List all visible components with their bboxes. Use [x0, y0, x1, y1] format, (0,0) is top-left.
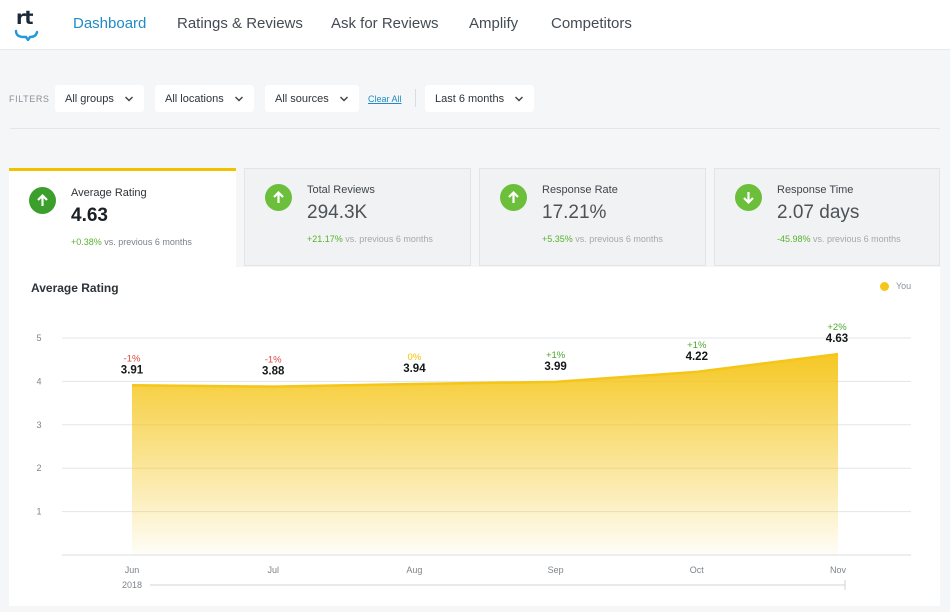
x-year-label: 2018	[122, 580, 142, 590]
kpi-card-average-rating[interactable]: Average Rating 4.63 +0.38% vs. previous …	[9, 168, 236, 267]
point-delta-label: +1%	[546, 350, 566, 361]
y-tick-label: 2	[36, 463, 41, 473]
y-tick-label: 1	[36, 507, 41, 517]
legend-label: You	[896, 281, 912, 291]
point-delta-label: -1%	[124, 353, 141, 364]
sources-dropdown[interactable]: All sources	[265, 85, 359, 112]
chevron-down-icon	[515, 96, 524, 101]
arrow-up-icon	[500, 184, 527, 211]
point-delta-label: -1%	[265, 355, 282, 366]
groups-dropdown[interactable]: All groups	[55, 85, 144, 112]
x-tick-label: Sep	[548, 565, 564, 575]
legend-swatch	[880, 281, 889, 291]
x-tick-label: Jun	[125, 565, 140, 575]
kpi-delta-suffix: vs. previous 6 months	[345, 234, 433, 244]
kpi-delta-pct: +5.35%	[542, 234, 573, 244]
chevron-down-icon	[339, 96, 348, 101]
x-tick-label: Nov	[830, 565, 847, 575]
kpi-delta: +21.17% vs. previous 6 months	[307, 234, 433, 244]
kpi-value: 294.3K	[307, 202, 368, 223]
point-value-label: 3.94	[403, 363, 426, 375]
chevron-down-icon	[124, 96, 133, 101]
kpi-delta: +0.38% vs. previous 6 months	[71, 237, 192, 247]
filters-divider	[10, 128, 940, 129]
tab-ask-for-reviews[interactable]: Ask for Reviews	[331, 15, 439, 32]
app-logo[interactable]: rt	[14, 7, 42, 41]
y-tick-label: 5	[36, 333, 41, 343]
point-delta-label: +2%	[827, 322, 847, 333]
groups-dropdown-label: All groups	[65, 92, 114, 105]
top-nav: rt Dashboard Ratings & Reviews Ask for R…	[0, 0, 950, 50]
arrow-up-icon	[265, 184, 292, 211]
point-value-label: 4.63	[826, 333, 848, 345]
clear-all-link[interactable]: Clear All	[368, 94, 402, 104]
y-tick-label: 3	[36, 420, 41, 430]
sources-dropdown-label: All sources	[275, 92, 329, 105]
series-line-you	[131, 352, 839, 388]
kpi-label: Total Reviews	[307, 184, 375, 196]
x-tick-label: Oct	[690, 565, 705, 575]
kpi-card-response-rate[interactable]: Response Rate 17.21% +5.35% vs. previous…	[479, 168, 706, 266]
kpi-delta-pct: -45.98%	[777, 234, 811, 244]
series-area-you	[132, 354, 838, 555]
point-value-label: 3.91	[121, 364, 144, 376]
date-range-dropdown[interactable]: Last 6 months	[425, 85, 535, 112]
kpi-value: 17.21%	[542, 202, 607, 223]
kpi-delta: -45.98% vs. previous 6 months	[777, 234, 901, 244]
kpi-label: Response Time	[777, 184, 854, 196]
tab-ratings-reviews[interactable]: Ratings & Reviews	[177, 15, 303, 32]
kpi-value: 4.63	[71, 205, 108, 226]
point-value-label: 3.88	[262, 366, 285, 378]
tab-amplify[interactable]: Amplify	[469, 15, 519, 32]
filter-divider	[415, 89, 416, 107]
kpi-value: 2.07 days	[777, 202, 860, 223]
kpi-delta-pct: +21.17%	[307, 234, 343, 244]
kpi-delta-suffix: vs. previous 6 months	[575, 234, 663, 244]
filters-label: FILTERS	[9, 94, 50, 104]
average-rating-chart: 12345-1%3.91-1%3.880%3.94+1%3.99+1%4.22+…	[36, 322, 911, 590]
tab-dashboard[interactable]: Dashboard	[73, 15, 147, 32]
point-delta-label: 0%	[408, 352, 422, 363]
point-value-label: 3.99	[544, 361, 566, 373]
logo-text: rt	[16, 7, 33, 29]
locations-dropdown[interactable]: All locations	[155, 85, 254, 112]
tab-competitors[interactable]: Competitors	[551, 15, 632, 32]
kpi-card-total-reviews[interactable]: Total Reviews 294.3K +21.17% vs. previou…	[244, 168, 471, 266]
kpi-card-response-time[interactable]: Response Time 2.07 days -45.98% vs. prev…	[714, 168, 940, 266]
average-rating-chart-panel: 1 2 3 4 5 -1% 3.91 -1% 3.88 0% 3.94 +1% 3.99 +1% 4.22 +…	[9, 267, 940, 606]
chart-title: Average Rating	[31, 281, 119, 295]
kpi-label: Response Rate	[542, 184, 618, 196]
kpi-delta-suffix: vs. previous 6 months	[813, 234, 901, 244]
arrow-down-icon	[735, 184, 762, 211]
chevron-down-icon	[234, 96, 243, 101]
locations-dropdown-label: All locations	[165, 92, 224, 105]
y-tick-label: 4	[36, 376, 41, 386]
point-delta-label: +1%	[687, 340, 707, 351]
kpi-delta: +5.35% vs. previous 6 months	[542, 234, 663, 244]
speech-bubble-icon	[14, 29, 39, 41]
kpi-delta-suffix: vs. previous 6 months	[104, 237, 192, 247]
x-tick-label: Jul	[267, 565, 279, 575]
point-value-label: 4.22	[686, 351, 708, 363]
kpi-label: Average Rating	[71, 187, 147, 199]
date-range-label: Last 6 months	[435, 92, 505, 105]
chart-legend[interactable]: You	[880, 281, 911, 291]
arrow-up-icon	[29, 187, 56, 214]
kpi-delta-pct: +0.38%	[71, 237, 102, 247]
x-tick-label: Aug	[406, 565, 422, 575]
